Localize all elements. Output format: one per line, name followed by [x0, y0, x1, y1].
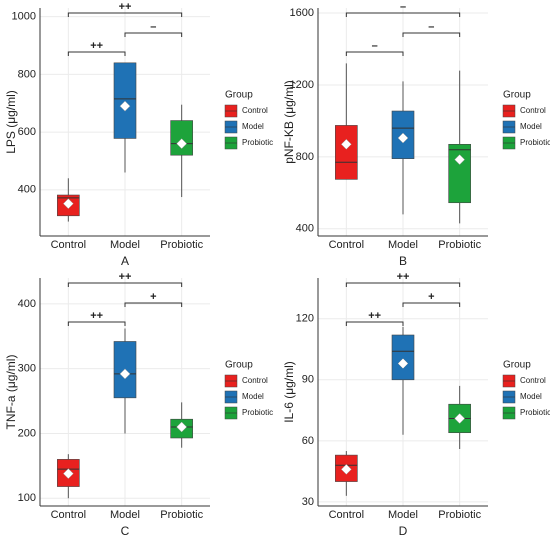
significance-label: ++ — [368, 310, 381, 322]
significance-label: ++ — [90, 310, 103, 322]
mean-marker — [176, 138, 188, 149]
legend-title: Group — [503, 360, 531, 371]
mean-marker — [176, 421, 188, 433]
panel: 100 200 300 400 TNF-a (μg/ml) C Control Model Pr… — [4, 271, 273, 537]
x-tick-label: Probiotic — [438, 509, 481, 521]
y-axis-title: TNF-a (μg/ml) — [4, 355, 18, 430]
legend-label: Probiotic — [520, 408, 550, 417]
y-tick-label: 400 — [296, 223, 314, 235]
x-tick-label: Model — [110, 239, 140, 251]
x-tick-label: Control — [51, 509, 86, 521]
x-tick-label: Model — [388, 239, 418, 251]
x-axis-title: A — [121, 254, 129, 268]
y-tick-label: 800 — [18, 68, 36, 80]
x-tick-label: Model — [110, 509, 140, 521]
legend-title: Group — [225, 90, 253, 101]
legend-label: Model — [242, 122, 264, 131]
y-tick-label: 60 — [302, 435, 314, 447]
x-tick-label: Control — [329, 239, 364, 251]
y-tick-label: 400 — [18, 298, 36, 310]
box — [170, 120, 193, 156]
mean-marker — [454, 413, 466, 424]
x-tick-label: Probiotic — [438, 239, 481, 251]
significance-label: ++ — [397, 271, 410, 283]
box — [391, 334, 415, 381]
x-tick-label: Control — [51, 239, 86, 251]
mean-marker — [397, 358, 409, 369]
bracket — [67, 282, 183, 287]
significance-label: ++ — [90, 40, 103, 52]
x-tick-label: Control — [329, 509, 364, 521]
y-tick-label: 200 — [18, 427, 36, 439]
significance-label: ++ — [119, 1, 132, 13]
bracket — [67, 321, 126, 326]
y-tick-label: 100 — [18, 492, 36, 504]
significance-label: – — [400, 1, 406, 13]
bracket — [345, 12, 461, 17]
x-tick-label: Model — [388, 509, 418, 521]
significance-label: – — [428, 21, 434, 33]
x-tick-label: Probiotic — [160, 509, 203, 521]
bracket — [402, 32, 461, 37]
significance-label: – — [372, 40, 378, 52]
mean-marker — [397, 132, 409, 144]
bracket — [402, 302, 461, 307]
legend-title: Group — [225, 360, 253, 371]
legend-label: Control — [520, 376, 546, 385]
significance-label: – — [150, 21, 156, 33]
legend-label: Model — [242, 392, 264, 401]
y-tick-label: 90 — [302, 374, 314, 386]
y-axis-title: pNF-KB (μg/ml) — [282, 80, 296, 164]
bracket — [67, 51, 126, 56]
legend-label: Model — [520, 392, 542, 401]
box — [113, 62, 137, 139]
legend-label: Probiotic — [242, 138, 273, 147]
legend-title: Group — [503, 90, 531, 101]
significance-label: ++ — [119, 271, 132, 283]
box — [448, 143, 471, 204]
panel: 30 60 90 120 IL-6 (μg/ml) D Control Model Probio… — [282, 271, 550, 537]
y-axis-title: IL-6 (μg/ml) — [282, 361, 296, 423]
box — [335, 125, 358, 180]
significance-label: + — [428, 291, 434, 303]
x-axis-title: B — [399, 254, 407, 268]
legend-label: Probiotic — [520, 138, 550, 147]
bracket — [345, 51, 404, 56]
y-tick-label: 300 — [18, 363, 36, 375]
mean-marker — [62, 198, 74, 210]
y-tick-label: 30 — [302, 496, 314, 508]
mean-marker — [62, 468, 74, 479]
y-tick-label: 1000 — [12, 11, 36, 23]
y-axis-title: LPS (μg/ml) — [4, 90, 18, 154]
legend-label: Probiotic — [242, 408, 273, 417]
panel: 400 600 800 1000 LPS (μg/ml) A Control Model Pro… — [4, 1, 273, 268]
legend-label: Control — [242, 376, 268, 385]
mean-marker — [340, 138, 352, 150]
legend-label: Control — [520, 106, 546, 115]
significance-label: + — [150, 291, 156, 303]
y-tick-label: 1200 — [290, 79, 314, 91]
y-tick-label: 400 — [18, 184, 36, 196]
bracket — [124, 302, 183, 307]
x-tick-label: Probiotic — [160, 239, 203, 251]
y-tick-label: 600 — [18, 126, 36, 138]
mean-marker — [119, 368, 131, 380]
mean-marker — [454, 154, 466, 165]
y-tick-label: 120 — [296, 313, 314, 325]
bracket — [124, 32, 183, 37]
x-axis-title: D — [399, 524, 408, 537]
bracket — [67, 12, 183, 17]
legend-label: Model — [520, 122, 542, 131]
legend-label: Control — [242, 106, 268, 115]
bracket — [345, 321, 404, 326]
mean-marker — [119, 100, 131, 112]
bracket — [345, 282, 461, 287]
y-tick-label: 800 — [296, 151, 314, 163]
mean-marker — [340, 464, 352, 475]
panel: 400 800 1200 1600 pNF-KB (μg/ml) B Control Mode… — [282, 1, 550, 268]
x-axis-title: C — [121, 524, 130, 537]
y-tick-label: 1600 — [290, 7, 314, 19]
